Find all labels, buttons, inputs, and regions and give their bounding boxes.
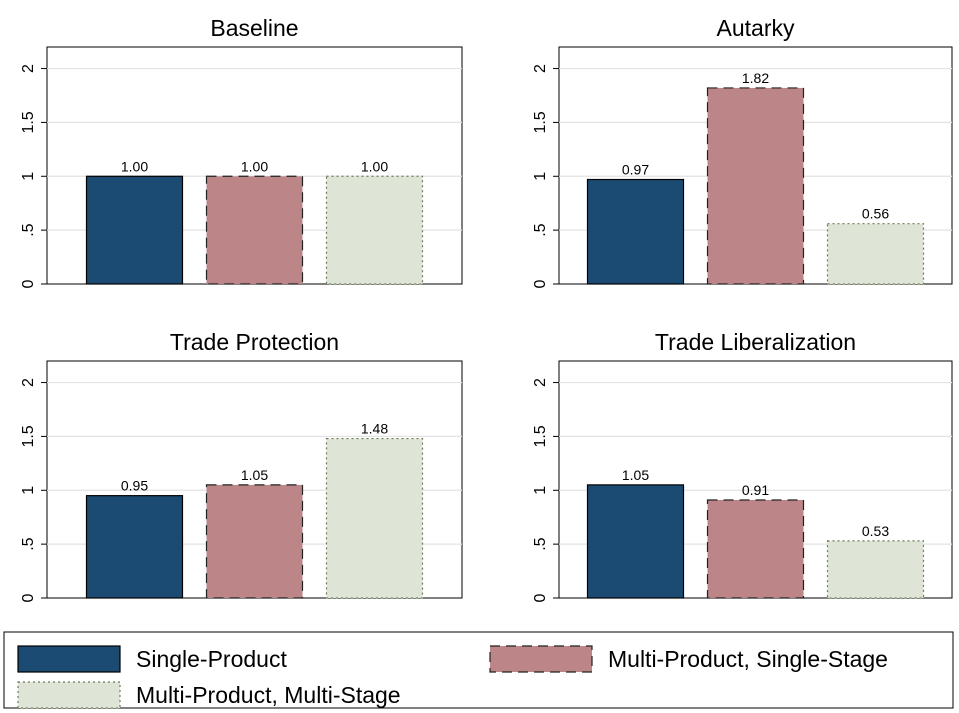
y-tick-label: .5 (532, 537, 549, 550)
y-tick-label: 1.5 (532, 111, 549, 133)
bar-value-label: 1.05 (241, 467, 268, 483)
y-tick-label: 1 (532, 486, 549, 495)
bar-value-label: 0.53 (862, 523, 889, 539)
y-tick-label: 2 (20, 378, 37, 387)
panel-title: Autarky (717, 15, 795, 41)
panel-title: Baseline (210, 15, 298, 41)
y-tick-label: 0 (532, 279, 549, 288)
y-tick-label: .5 (532, 223, 549, 236)
bar-3 (826, 540, 925, 599)
bar-2 (706, 87, 805, 285)
bar-1 (586, 484, 685, 599)
bar-3 (325, 437, 424, 599)
bar-value-label: 1.82 (742, 70, 769, 86)
y-tick-label: 1 (532, 172, 549, 181)
legend-swatch-3 (17, 681, 121, 709)
chart-panel-1: 0 .5 1 1.5 2 Baseline 1.00 1.00 1.00 (20, 15, 463, 288)
chart-panel-2: 0 .5 1 1.5 2 Autarky 0.97 1.82 0.56 (532, 15, 953, 288)
bar-1 (586, 178, 685, 285)
y-tick-label: 1 (20, 486, 37, 495)
legend-label-3: Multi-Product, Multi-Stage (136, 682, 401, 708)
bar-value-label: 0.97 (622, 162, 649, 178)
bar-1 (85, 495, 184, 599)
y-tick-label: .5 (20, 223, 37, 236)
y-tick-label: .5 (20, 537, 37, 550)
y-tick-label: 0 (20, 279, 37, 288)
bar-2 (205, 175, 304, 285)
y-tick-label: 1.5 (532, 425, 549, 447)
y-tick-label: 2 (532, 378, 549, 387)
bar-2 (205, 484, 304, 599)
panel-title: Trade Liberalization (655, 329, 856, 355)
legend-box (3, 631, 954, 709)
chart-panel-4: 0 .5 1 1.5 2 Trade Liberalization 1.05 0.91 0.53 (532, 329, 953, 602)
bar-3 (826, 223, 925, 285)
bar-value-label: 1.00 (241, 158, 268, 174)
panel-title: Trade Protection (170, 329, 339, 355)
y-tick-label: 2 (532, 64, 549, 73)
legend: Single-Product Multi-Product, Single-Stag… (3, 631, 954, 709)
bar-value-label: 1.05 (622, 467, 649, 483)
bar-2 (706, 499, 805, 599)
legend-label-2: Multi-Product, Single-Stage (608, 646, 888, 672)
bar-value-label: 1.00 (361, 158, 388, 174)
y-tick-label: 1.5 (20, 111, 37, 133)
y-tick-label: 1 (20, 172, 37, 181)
bar-1 (85, 175, 184, 285)
bar-value-label: 0.91 (742, 482, 769, 498)
bar-3 (325, 175, 424, 285)
legend-swatch-2 (489, 645, 593, 673)
bar-value-label: 0.95 (121, 478, 148, 494)
y-tick-label: 0 (532, 593, 549, 602)
bar-value-label: 0.56 (862, 206, 889, 222)
y-tick-label: 2 (20, 64, 37, 73)
legend-swatch-1 (17, 645, 121, 673)
y-tick-label: 1.5 (20, 425, 37, 447)
bar-value-label: 1.00 (121, 158, 148, 174)
bar-value-label: 1.48 (361, 421, 388, 437)
chart-panel-3: 0 .5 1 1.5 2 Trade Protection 0.95 1.05 1.48 (20, 329, 463, 602)
y-tick-label: 0 (20, 593, 37, 602)
legend-label-1: Single-Product (136, 646, 287, 672)
